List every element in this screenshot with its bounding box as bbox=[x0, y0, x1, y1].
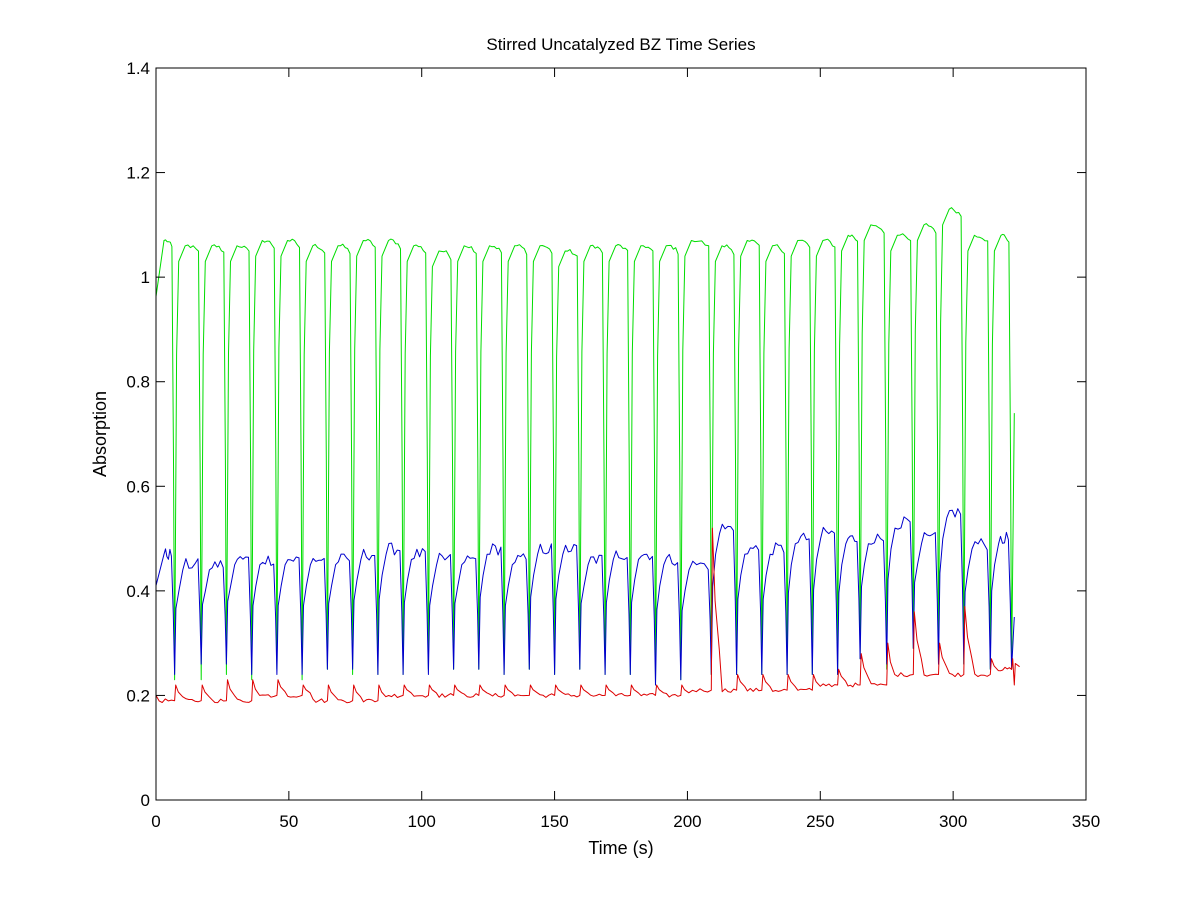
plot-series-group bbox=[155, 207, 1020, 704]
axis-ticks-group: 0 50 100 150 200 250 300 350 0 0.2 0.4 0.6 0.8 1 1.2 1.… bbox=[126, 59, 1100, 831]
y-tick-label-2: 0.4 bbox=[126, 582, 150, 601]
y-tick-label-0: 0 bbox=[141, 791, 150, 810]
x-tick-label-6: 300 bbox=[939, 812, 967, 831]
x-tick-label-5: 250 bbox=[806, 812, 834, 831]
y-axis-label: Absorption bbox=[90, 391, 110, 477]
x-tick-label-0: 0 bbox=[151, 812, 160, 831]
x-tick-label-1: 50 bbox=[279, 812, 298, 831]
series-line-blue bbox=[155, 508, 1015, 686]
x-axis-label: Time (s) bbox=[588, 838, 653, 858]
plot-axes-frame bbox=[155, 67, 1087, 801]
y-tick-label-5: 1 bbox=[141, 268, 150, 287]
y-tick-label-7: 1.4 bbox=[126, 59, 150, 78]
x-tick-label-7: 350 bbox=[1072, 812, 1100, 831]
x-tick-label-2: 100 bbox=[408, 812, 436, 831]
y-tick-label-6: 1.2 bbox=[126, 164, 150, 183]
series-line-red bbox=[155, 527, 1020, 704]
x-tick-label-3: 150 bbox=[540, 812, 568, 831]
y-tick-label-4: 0.8 bbox=[126, 373, 150, 392]
y-tick-label-3: 0.6 bbox=[126, 477, 150, 496]
chart-title: Stirred Uncatalyzed BZ Time Series bbox=[486, 35, 755, 54]
x-tick-label-4: 200 bbox=[673, 812, 701, 831]
series-line-green bbox=[155, 207, 1015, 686]
y-tick-label-1: 0.2 bbox=[126, 686, 150, 705]
